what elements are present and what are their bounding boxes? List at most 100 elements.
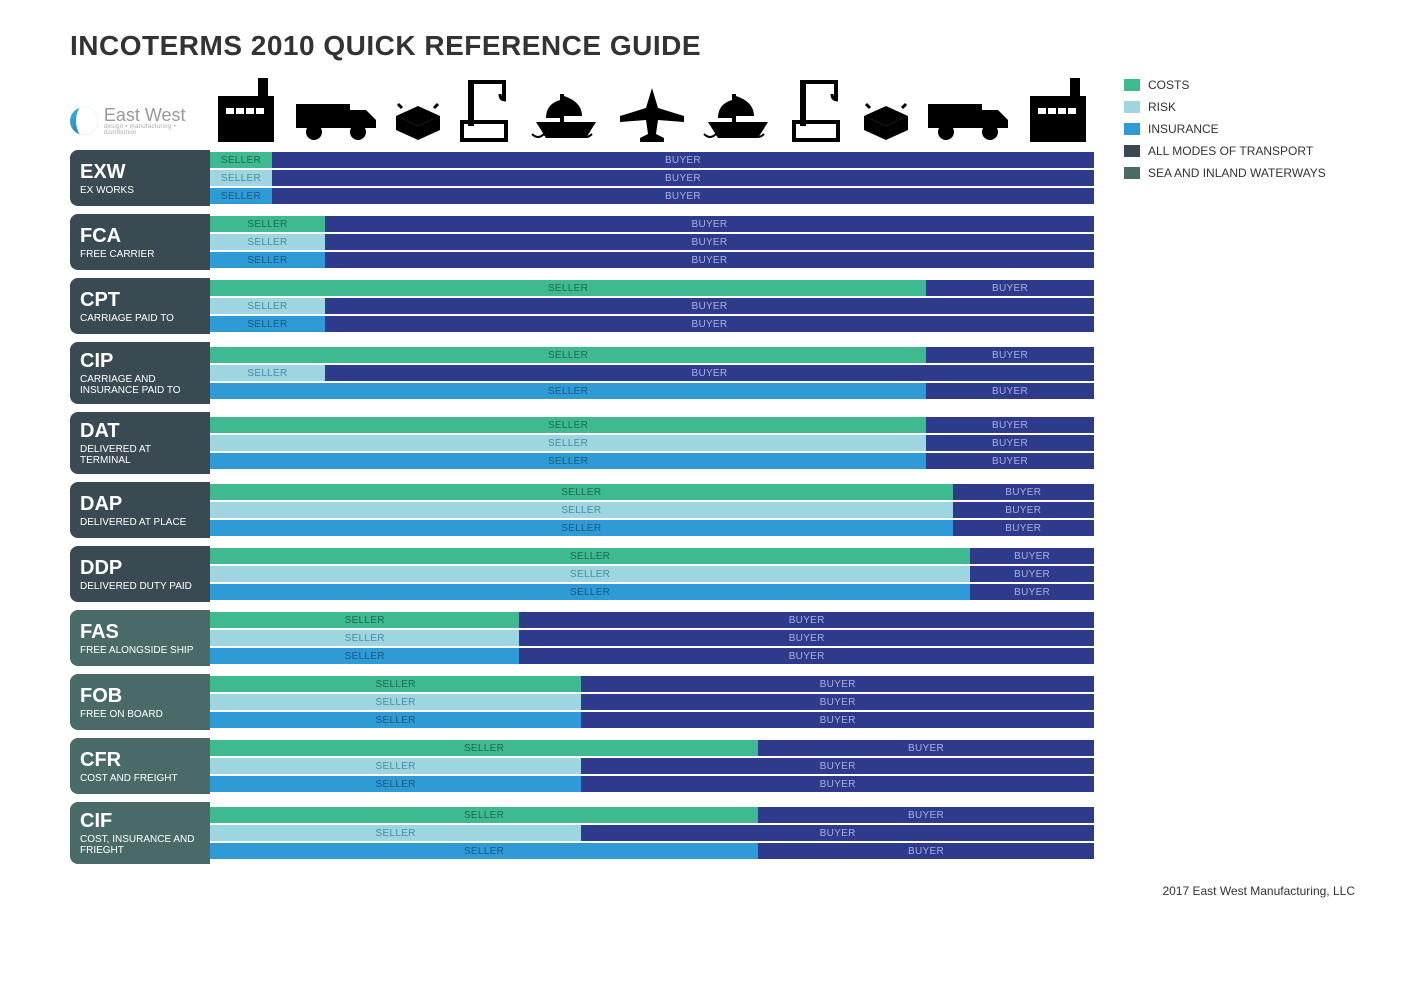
warehouse-icon (214, 72, 278, 142)
term-name: EX WORKS (80, 185, 200, 196)
insurance-bar: SELLERBUYER (210, 776, 1094, 792)
risk-bar: SELLERBUYER (210, 234, 1094, 250)
costs-bar: SELLERBUYER (210, 807, 1094, 823)
buyer-segment: BUYER (519, 630, 1094, 646)
term-label: FOB FREE ON BOARD (70, 674, 210, 730)
term-bars: SELLERBUYERSELLERBUYERSELLERBUYER (210, 214, 1094, 270)
legend-item: COSTS (1124, 78, 1354, 92)
buyer-segment: BUYER (758, 740, 1094, 756)
legend-item: SEA AND INLAND WATERWAYS (1124, 166, 1354, 180)
truck-icon-slot (294, 98, 378, 142)
buyer-segment: BUYER (325, 298, 1094, 314)
buyer-segment: BUYER (953, 520, 1094, 536)
seller-segment: SELLER (210, 648, 519, 664)
warehouse-icon-slot (214, 72, 278, 142)
term-code: CPT (80, 289, 200, 311)
term-code: CFR (80, 749, 200, 771)
seller-segment: SELLER (210, 758, 581, 774)
buyer-segment: BUYER (970, 566, 1094, 582)
buyer-segment: BUYER (272, 170, 1094, 186)
term-label: EXWEX WORKS (70, 150, 210, 206)
truck-icon (294, 98, 378, 142)
term-row: CIPCARRIAGE AND INSURANCE PAID TOSELLERB… (70, 342, 1094, 404)
term-bars: SELLERBUYERSELLERBUYERSELLERBUYER (210, 674, 1094, 730)
seller-segment: SELLER (210, 776, 581, 792)
risk-bar: SELLERBUYER (210, 502, 1094, 518)
legend-label: RISK (1148, 100, 1176, 114)
term-name: DELIVERED AT TERMINAL (80, 444, 200, 466)
insurance-bar: SELLERBUYER (210, 584, 1094, 600)
buyer-segment: BUYER (970, 548, 1094, 564)
term-code: DDP (80, 557, 200, 579)
seller-segment: SELLER (210, 807, 758, 823)
ship-icon-slot (702, 90, 774, 142)
buyer-segment: BUYER (926, 435, 1094, 451)
legend-label: COSTS (1148, 78, 1189, 92)
page-title: INCOTERMS 2010 QUICK REFERENCE GUIDE (70, 30, 1365, 62)
content: East West design • manufacturing • distr… (70, 72, 1365, 872)
seller-segment: SELLER (210, 740, 758, 756)
buyer-segment: BUYER (325, 234, 1094, 250)
seller-segment: SELLER (210, 383, 926, 399)
main-column: East West design • manufacturing • distr… (70, 72, 1094, 872)
term-bars: SELLERBUYERSELLERBUYERSELLERBUYER (210, 546, 1094, 602)
buyer-segment: BUYER (519, 612, 1094, 628)
legend-label: INSURANCE (1148, 122, 1219, 136)
term-name: FREE ALONGSIDE SHIP (80, 645, 200, 656)
term-code: FOB (80, 685, 200, 707)
seller-segment: SELLER (210, 298, 325, 314)
transport-icons-row (210, 72, 1094, 142)
seller-segment: SELLER (210, 502, 953, 518)
warehouse-icon-slot (1026, 72, 1090, 142)
seller-segment: SELLER (210, 584, 970, 600)
legend-swatch (1124, 123, 1140, 135)
term-code: DAP (80, 493, 200, 515)
buyer-segment: BUYER (926, 383, 1094, 399)
term-label: DAPDELIVERED AT PLACE (70, 482, 210, 538)
buyer-segment: BUYER (953, 484, 1094, 500)
insurance-bar: SELLERBUYER (210, 520, 1094, 536)
term-code: DAT (80, 420, 200, 442)
crane-icon-slot (458, 78, 514, 142)
buyer-segment: BUYER (325, 216, 1094, 232)
term-row: FASFREE ALONGSIDE SHIPSELLERBUYERSELLERB… (70, 610, 1094, 666)
term-label: CIPCARRIAGE AND INSURANCE PAID TO (70, 342, 210, 404)
term-label: DATDELIVERED AT TERMINAL (70, 412, 210, 474)
legend-swatch (1124, 145, 1140, 157)
costs-bar: SELLERBUYER (210, 152, 1094, 168)
ship-icon-slot (530, 90, 602, 142)
header-row: East West design • manufacturing • distr… (70, 72, 1094, 142)
plane-icon-slot (618, 86, 686, 142)
seller-segment: SELLER (210, 548, 970, 564)
risk-bar: SELLERBUYER (210, 825, 1094, 841)
insurance-bar: SELLERBUYER (210, 383, 1094, 399)
buyer-segment: BUYER (581, 758, 1094, 774)
box-icon (394, 102, 442, 142)
term-name: COST AND FREIGHT (80, 773, 200, 784)
box-icon-slot (862, 102, 910, 142)
seller-segment: SELLER (210, 188, 272, 204)
insurance-bar: SELLERBUYER (210, 712, 1094, 728)
seller-segment: SELLER (210, 216, 325, 232)
risk-bar: SELLERBUYER (210, 170, 1094, 186)
term-name: CARRIAGE AND INSURANCE PAID TO (80, 374, 200, 396)
term-row: FCAFREE CARRIERSELLERBUYERSELLERBUYERSEL… (70, 214, 1094, 270)
term-name: FREE ON BOARD (80, 709, 200, 720)
buyer-segment: BUYER (926, 453, 1094, 469)
legend-label: ALL MODES OF TRANSPORT (1148, 144, 1313, 158)
seller-segment: SELLER (210, 612, 519, 628)
risk-bar: SELLERBUYER (210, 435, 1094, 451)
term-name: DELIVERED DUTY PAID (80, 581, 200, 592)
term-bars: SELLERBUYERSELLERBUYERSELLERBUYER (210, 738, 1094, 794)
footer-copyright: 2017 East West Manufacturing, LLC (70, 884, 1365, 898)
legend-swatch (1124, 79, 1140, 91)
seller-segment: SELLER (210, 676, 581, 692)
seller-segment: SELLER (210, 365, 325, 381)
term-row: DATDELIVERED AT TERMINALSELLERBUYERSELLE… (70, 412, 1094, 474)
insurance-bar: SELLERBUYER (210, 252, 1094, 268)
box-icon-slot (394, 102, 442, 142)
costs-bar: SELLERBUYER (210, 280, 1094, 296)
buyer-segment: BUYER (758, 843, 1094, 859)
seller-segment: SELLER (210, 520, 953, 536)
legend-item: INSURANCE (1124, 122, 1354, 136)
